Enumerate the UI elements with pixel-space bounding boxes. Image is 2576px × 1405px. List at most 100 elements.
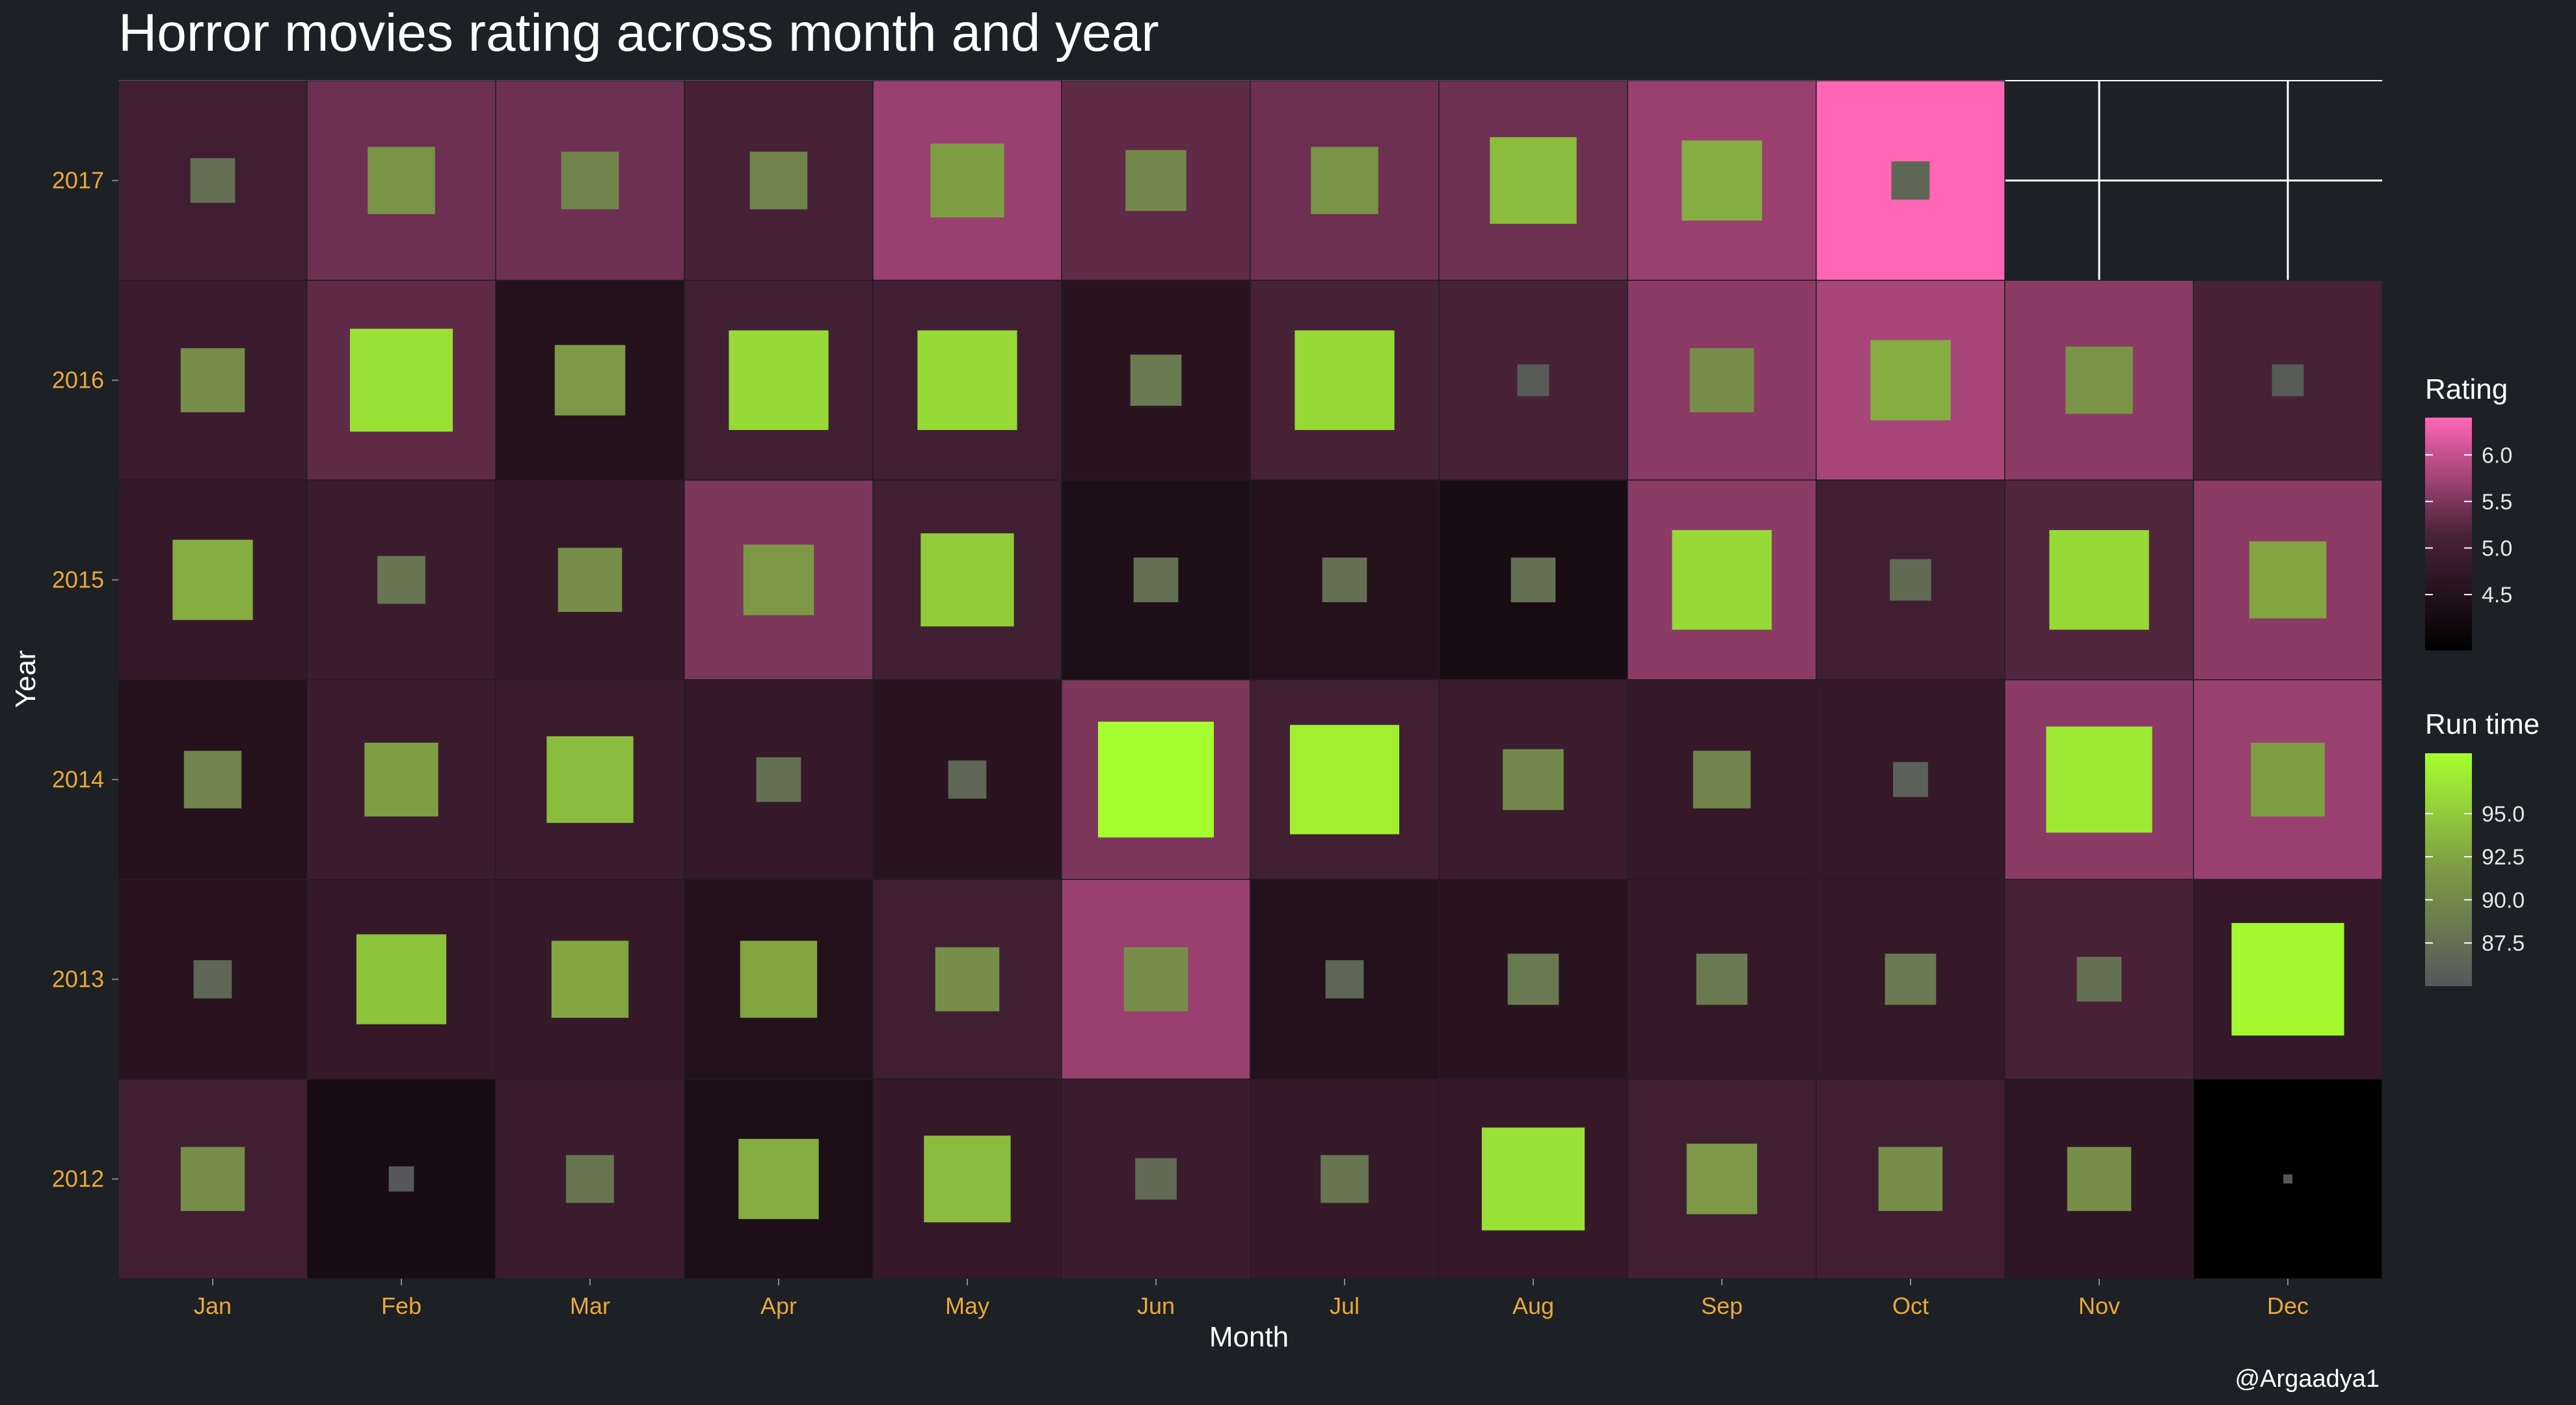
runtime-square-2015-Apr (743, 544, 814, 615)
runtime-square-2017-Jun (1125, 150, 1187, 211)
x-tick-Mar: Mar (570, 1292, 610, 1319)
runtime-square-2015-Feb (377, 555, 425, 604)
runtime-square-2013-Nov (2076, 957, 2122, 1002)
x-tick-Feb: Feb (381, 1292, 422, 1319)
runtime-square-2016-May (917, 330, 1017, 431)
plot-panel (118, 80, 2383, 1279)
runtime-colorbar (2425, 753, 2472, 986)
runtime-square-2017-Apr (749, 152, 808, 209)
runtime-square-2013-Sep (1696, 954, 1748, 1005)
runtime-square-2013-May (935, 947, 1000, 1011)
runtime-square-2013-Mar (551, 941, 629, 1018)
runtime-square-2014-Apr (756, 757, 801, 802)
rating-legend-label: 5.0 (2482, 536, 2512, 561)
runtime-square-2012-Feb (388, 1166, 414, 1192)
runtime-square-2015-Nov (2049, 529, 2149, 630)
x-axis-title: Month (1209, 1321, 1289, 1353)
x-tick-Apr: Apr (760, 1292, 797, 1319)
runtime-square-2013-Dec (2231, 922, 2344, 1036)
runtime-square-2014-Oct (1893, 762, 1928, 797)
runtime-square-2015-Aug (1510, 557, 1556, 602)
x-tick-Aug: Aug (1512, 1292, 1554, 1319)
x-tick-Sep: Sep (1701, 1292, 1743, 1319)
caption: @Argaadya1 (2235, 1365, 2380, 1393)
x-axis-ticks: Jan Feb Mar Apr May Jun Jul Aug Sep Oct Nov Dec (194, 1279, 2309, 1319)
runtime-square-2017-Aug (1490, 137, 1577, 224)
runtime-square-2012-Jul (1321, 1155, 1369, 1203)
rating-colorbar (2425, 418, 2472, 650)
runtime-legend: Run time 87.5 90.0 92.5 95.0 (2425, 708, 2540, 986)
rating-legend-title: Rating (2425, 373, 2508, 405)
y-tick-2016: 2016 (52, 367, 104, 394)
runtime-square-2012-Oct (1878, 1147, 1943, 1211)
x-tick-Jan: Jan (194, 1292, 232, 1319)
runtime-square-2012-Mar (566, 1155, 614, 1203)
runtime-square-2014-May (948, 760, 987, 799)
runtime-legend-label: 87.5 (2482, 931, 2525, 956)
runtime-square-2012-Nov (2067, 1147, 2132, 1211)
runtime-square-2016-Sep (1689, 348, 1754, 412)
x-tick-Jul: Jul (1330, 1292, 1360, 1319)
runtime-square-2014-Nov (2046, 726, 2153, 833)
runtime-square-2015-Jan (172, 539, 253, 621)
runtime-square-2017-Jan (190, 158, 235, 203)
rating-legend-label: 6.0 (2482, 443, 2512, 468)
runtime-square-2016-Apr (729, 330, 829, 431)
runtime-square-2012-Sep (1686, 1144, 1758, 1214)
runtime-square-2016-Jun (1130, 355, 1182, 406)
runtime-square-2013-Jun (1123, 947, 1188, 1011)
runtime-square-2014-Jun (1098, 721, 1214, 838)
runtime-square-2014-Sep (1693, 751, 1751, 809)
y-axis-title: Year (10, 650, 42, 708)
runtime-square-2016-Oct (1870, 340, 1951, 421)
runtime-square-2012-May (924, 1135, 1011, 1223)
runtime-square-2013-Aug (1507, 954, 1559, 1005)
runtime-square-2016-Nov (2065, 346, 2133, 414)
runtime-square-2016-Jul (1295, 330, 1395, 431)
runtime-square-2013-Apr (740, 941, 818, 1018)
y-tick-2014: 2014 (52, 766, 104, 793)
runtime-square-2017-Oct (1891, 161, 1930, 200)
runtime-legend-label: 95.0 (2482, 802, 2525, 827)
rating-legend-label: 5.5 (2482, 490, 2512, 515)
runtime-square-2013-Jul (1325, 960, 1364, 998)
y-axis-ticks: 2017 2016 2015 2014 2013 2012 (52, 167, 118, 1192)
runtime-square-2015-Jul (1322, 557, 1367, 602)
x-tick-Nov: Nov (2078, 1292, 2120, 1319)
x-tick-May: May (945, 1292, 989, 1319)
runtime-square-2017-May (930, 143, 1004, 218)
y-tick-2012: 2012 (52, 1166, 104, 1192)
runtime-square-2015-Dec (2249, 541, 2327, 619)
runtime-square-2014-Jul (1289, 725, 1400, 835)
rating-legend: Rating 4.5 5.0 5.5 6.0 (2425, 373, 2512, 650)
runtime-square-2013-Jan (193, 960, 232, 998)
runtime-square-2016-Jan (180, 348, 245, 412)
runtime-square-2015-Mar (557, 548, 623, 612)
runtime-square-2015-Oct (1890, 559, 1931, 601)
rating-legend-label: 4.5 (2482, 583, 2512, 608)
runtime-square-2014-Feb (364, 742, 438, 817)
rating-tile-2012-Dec (2193, 1078, 2383, 1279)
x-tick-Jun: Jun (1137, 1292, 1175, 1319)
runtime-square-2015-Jun (1133, 557, 1179, 602)
chart-title: Horror movies rating across month and ye… (118, 3, 1159, 62)
runtime-square-2012-Apr (738, 1138, 819, 1220)
runtime-square-2017-Mar (561, 152, 619, 209)
runtime-square-2015-May (920, 533, 1014, 627)
x-tick-Oct: Oct (1892, 1292, 1929, 1319)
y-tick-2017: 2017 (52, 167, 104, 194)
runtime-square-2016-Aug (1517, 364, 1550, 396)
runtime-legend-title: Run time (2425, 708, 2540, 740)
runtime-square-2013-Oct (1885, 954, 1937, 1005)
runtime-square-2016-Feb (349, 328, 453, 432)
runtime-square-2012-Jan (180, 1147, 245, 1211)
runtime-square-2017-Jul (1311, 146, 1378, 215)
runtime-square-2014-Jan (183, 751, 242, 809)
runtime-legend-label: 90.0 (2482, 888, 2525, 913)
runtime-square-2016-Dec (2272, 364, 2304, 396)
runtime-legend-label: 92.5 (2482, 845, 2525, 870)
runtime-square-2012-Dec (2283, 1174, 2292, 1184)
y-tick-2013: 2013 (52, 966, 104, 993)
runtime-square-2012-Jun (1135, 1158, 1177, 1200)
